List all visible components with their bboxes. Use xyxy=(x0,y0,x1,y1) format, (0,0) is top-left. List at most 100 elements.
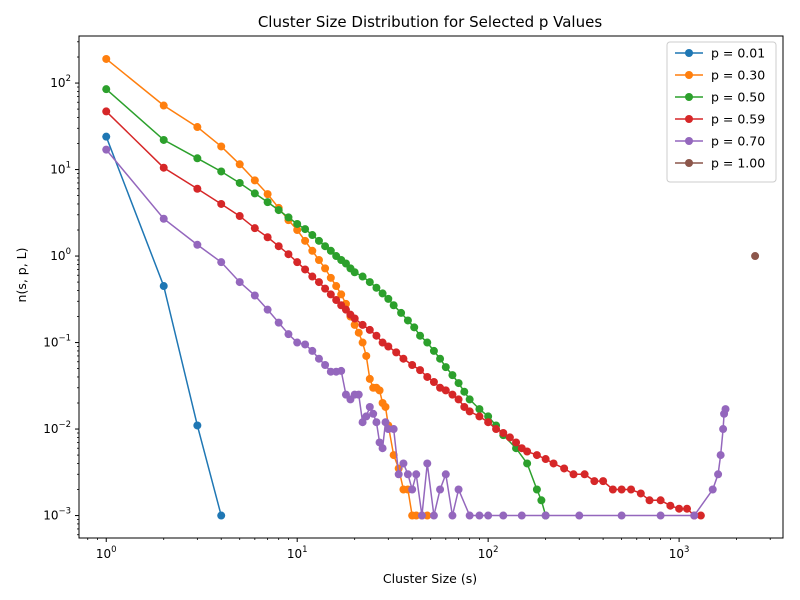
data-point xyxy=(389,301,398,310)
data-point xyxy=(284,250,293,259)
data-point xyxy=(332,296,341,305)
data-point xyxy=(512,438,521,447)
data-point xyxy=(263,305,272,314)
data-point xyxy=(293,338,302,347)
data-point xyxy=(102,54,111,63)
data-point xyxy=(423,459,432,468)
data-point xyxy=(293,258,302,267)
data-point xyxy=(193,184,202,193)
data-point xyxy=(384,294,393,303)
data-point xyxy=(381,418,390,427)
data-point xyxy=(321,264,330,273)
legend-marker xyxy=(685,93,693,101)
data-point xyxy=(499,429,508,437)
data-point xyxy=(358,338,367,347)
data-point xyxy=(263,190,272,199)
data-point xyxy=(378,444,387,453)
data-point xyxy=(392,348,401,357)
legend-entry: p = 0.70 xyxy=(675,134,765,149)
plot-frame xyxy=(78,35,784,539)
data-point xyxy=(523,447,532,456)
data-point xyxy=(308,246,317,255)
legend-marker xyxy=(685,115,693,123)
data-point xyxy=(441,470,450,479)
data-point xyxy=(580,470,589,479)
data-point xyxy=(716,451,725,460)
data-point xyxy=(599,477,608,486)
data-point xyxy=(235,278,244,287)
data-point xyxy=(696,511,705,520)
data-point xyxy=(365,374,374,383)
legend-label: p = 0.59 xyxy=(711,112,765,127)
data-point xyxy=(235,160,244,169)
legend-label: p = 0.50 xyxy=(711,90,765,105)
data-point xyxy=(484,511,493,520)
data-point xyxy=(505,433,514,442)
data-point xyxy=(465,407,474,416)
data-point xyxy=(460,402,469,411)
data-point xyxy=(429,511,438,520)
data-point xyxy=(365,402,374,411)
series-4 xyxy=(102,145,730,520)
legend-marker xyxy=(685,137,693,145)
data-point xyxy=(441,363,450,372)
data-point xyxy=(541,511,550,520)
data-point xyxy=(358,320,367,329)
data-point xyxy=(308,346,317,355)
data-point xyxy=(399,354,408,363)
data-point xyxy=(350,268,359,277)
data-point xyxy=(332,282,341,291)
data-point xyxy=(590,477,599,486)
data-point xyxy=(159,163,168,172)
data-point xyxy=(314,256,323,265)
data-point xyxy=(274,318,283,327)
data-point xyxy=(274,206,283,215)
data-point xyxy=(475,412,484,421)
data-point xyxy=(436,354,445,363)
data-point xyxy=(308,272,317,281)
data-point xyxy=(365,325,374,334)
data-point xyxy=(375,386,384,395)
data-point xyxy=(429,346,438,355)
data-point xyxy=(314,354,323,363)
data-point xyxy=(381,402,390,411)
data-point xyxy=(263,233,272,242)
data-point xyxy=(250,189,259,198)
legend-label: p = 1.00 xyxy=(711,156,765,171)
data-point xyxy=(484,412,493,421)
data-point xyxy=(408,361,417,370)
data-point xyxy=(389,425,398,434)
data-point xyxy=(308,231,317,240)
data-point xyxy=(751,252,760,261)
legend: p = 0.01 p = 0.30 p = 0.50 p = 0.59 p = 0.70… xyxy=(666,41,777,183)
data-point xyxy=(337,366,346,375)
data-point xyxy=(537,496,546,505)
data-point xyxy=(412,470,421,479)
data-point xyxy=(301,236,310,245)
data-point xyxy=(412,511,421,520)
data-point xyxy=(636,489,645,498)
data-point xyxy=(484,418,493,427)
data-point xyxy=(102,145,111,154)
data-point xyxy=(217,142,226,151)
data-point xyxy=(416,366,425,375)
data-point xyxy=(354,390,363,399)
data-point xyxy=(250,176,259,185)
data-point xyxy=(284,213,293,222)
data-point xyxy=(358,418,367,427)
data-point xyxy=(301,340,310,349)
x-axis-label: Cluster Size (s) xyxy=(383,571,477,586)
data-point xyxy=(465,395,474,404)
data-point xyxy=(441,386,450,395)
data-point xyxy=(714,470,723,479)
data-point xyxy=(217,167,226,176)
data-point xyxy=(354,328,363,337)
data-point xyxy=(492,425,501,434)
data-point xyxy=(337,290,346,299)
data-point xyxy=(719,425,728,434)
data-point xyxy=(193,154,202,163)
data-point xyxy=(532,485,541,494)
data-point xyxy=(321,242,330,251)
data-point xyxy=(532,451,541,460)
